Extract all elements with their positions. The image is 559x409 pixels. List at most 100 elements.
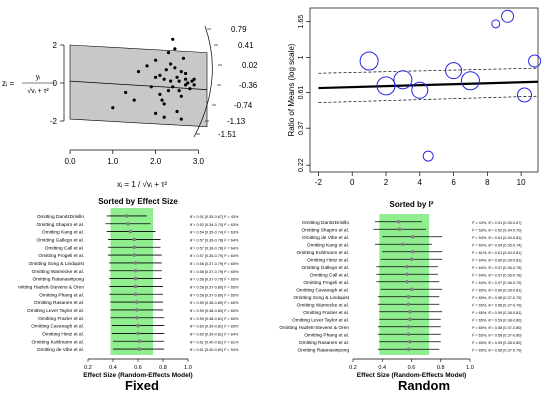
estimate-point bbox=[400, 242, 405, 247]
bubble-plot: 0.22 0.37 0.61 1 1.65 -2 0 2 4 6 8 10 Ratio of Means… bbox=[287, 7, 542, 187]
x-tick-label: 1.0 bbox=[107, 157, 119, 166]
study-label: Omitting Warnecke et al. bbox=[32, 269, 84, 275]
study-label: Omitting Hintz et al. bbox=[307, 257, 349, 263]
bubble-point bbox=[445, 62, 463, 80]
data-point bbox=[175, 109, 179, 114]
arc-tick-label: 0.02 bbox=[242, 61, 258, 70]
estimate-text: I² = 43%, θ̂ = 0.51 [0.35-0.67] bbox=[472, 221, 521, 225]
arc-tick-label: -0.36 bbox=[239, 81, 258, 90]
estimate-text: θ̂ = 0.59 [0.38-0.81] I² = 65% bbox=[190, 317, 239, 321]
y-axis-label-denominator: √vᵢ + τ² bbox=[27, 87, 49, 95]
estimate-point bbox=[133, 268, 138, 273]
estimate-text: θ̂ = 0.59 [0.38-0.80] I² = 65% bbox=[190, 301, 239, 305]
estimate-point bbox=[406, 332, 411, 337]
estimate-point bbox=[406, 294, 411, 299]
bubble-point bbox=[460, 71, 480, 91]
study-label: Omitting Kuhlmann et al. bbox=[31, 339, 84, 345]
x-axis-label: xᵢ = 1 / √vᵢ + τ² bbox=[117, 180, 167, 189]
x-tick-label: 10 bbox=[517, 178, 526, 187]
x-tick-label: 0.0 bbox=[64, 157, 76, 166]
study-label: Omitting Hazlett-Stevens & Oren bbox=[279, 325, 349, 331]
estimate-text: θ̂ = 0.57 [0.36-0.78] I² = 64% bbox=[190, 246, 239, 250]
x-tick-label: 8 bbox=[485, 178, 490, 187]
data-point bbox=[175, 75, 179, 79]
forest-title: Sorted by Effect Size bbox=[98, 197, 178, 206]
study-label: Omitting Hintz et al. bbox=[42, 331, 84, 337]
estimate-text: θ̂ = 0.52 [0.34-0.70] I² = 63% bbox=[190, 223, 239, 227]
data-point bbox=[162, 77, 166, 81]
bubble-point bbox=[422, 150, 434, 162]
x-tick-label: 0.2 bbox=[84, 365, 92, 371]
estimate-text: θ̂ = 0.54 [0.35-0.74] I² = 63% bbox=[190, 231, 239, 235]
data-point bbox=[179, 117, 183, 121]
study-label: Omitting Call et al. bbox=[45, 245, 84, 251]
x-tick-label: 1.0 bbox=[466, 365, 474, 371]
data-point bbox=[145, 64, 149, 68]
data-point bbox=[149, 85, 153, 89]
estimate-text: θ̂ = 0.60 [0.39-0.81] I² = 65% bbox=[190, 325, 239, 329]
arc-tick-label: -0.74 bbox=[234, 101, 253, 110]
radial-arc bbox=[193, 25, 213, 138]
estimate-text: θ̂ = 0.51 [0.35-0.67] I² = 43% bbox=[190, 215, 239, 219]
caption-fixed: Fixed bbox=[125, 378, 159, 393]
estimate-text: θ̂ = 0.61 [0.40-0.81] I² = 61% bbox=[190, 340, 239, 344]
data-point bbox=[177, 89, 181, 93]
estimate-point bbox=[409, 287, 414, 292]
y-tick-label: 0 bbox=[53, 79, 58, 88]
x-tick-label: 3.0 bbox=[193, 157, 205, 166]
estimate-text: I² = 64%, θ̂ = 0.60 [0.39-0.81] bbox=[472, 258, 521, 262]
study-label: Omitting Cavanagh et al. bbox=[31, 324, 84, 330]
estimate-point bbox=[133, 276, 138, 281]
bubble-point bbox=[411, 81, 429, 99]
effect-band bbox=[110, 208, 153, 355]
arc-tick-label: -1.51 bbox=[218, 130, 237, 139]
data-point bbox=[166, 51, 171, 55]
forest-plot-random: Sorted by I² Omitting DanitzDrisillo I² = … bbox=[279, 200, 521, 379]
y-tick-label: 1 bbox=[298, 55, 305, 59]
study-label: Omitting Phang et al. bbox=[39, 292, 84, 298]
study-label: Omitting Kuhlmann et al. bbox=[296, 250, 349, 256]
estimate-point bbox=[405, 272, 409, 277]
data-point bbox=[160, 98, 164, 102]
study-label: mitting Hazlett-Stevens & Oren bbox=[18, 284, 84, 290]
data-point bbox=[132, 98, 136, 102]
estimate-point bbox=[408, 339, 412, 344]
estimate-point bbox=[128, 229, 133, 234]
estimate-text: I² = 65%, θ̂ = 0.59 [0.38-0.80] bbox=[472, 341, 521, 345]
data-point bbox=[177, 79, 181, 83]
estimate-point bbox=[396, 219, 401, 224]
estimate-point bbox=[411, 249, 415, 254]
data-point bbox=[171, 85, 175, 89]
study-label: Omitting DanitzDrisillo bbox=[302, 220, 350, 226]
data-point bbox=[136, 70, 141, 74]
estimate-point bbox=[406, 324, 411, 329]
study-label: Omitting Call et al. bbox=[310, 272, 349, 278]
study-label: Omitting Cavanagh et al. bbox=[296, 287, 349, 293]
study-label: Omitting Song & Lindquist bbox=[29, 261, 85, 267]
x-tick-label: 0.6 bbox=[134, 365, 142, 371]
estimate-text: θ̂ = 0.57 [0.36-0.79] I² = 64% bbox=[190, 254, 239, 258]
data-point bbox=[169, 62, 173, 66]
data-point bbox=[158, 92, 162, 96]
estimate-text: θ̂ = 0.58 [0.37-0.79] I² = 65% bbox=[190, 262, 239, 266]
forest-title: Sorted by I² bbox=[389, 200, 433, 209]
y-axis-label-prefix: zᵢ = bbox=[2, 79, 14, 88]
data-point bbox=[181, 56, 186, 60]
study-label: Omitting de Vibe et al. bbox=[302, 235, 349, 241]
study-label: Omitting Ratanasiripong bbox=[298, 347, 350, 353]
study-label: Omitting Shapiro et al. bbox=[37, 222, 84, 228]
x-tick-label: 0 bbox=[350, 178, 355, 187]
study-label: Omitting Gallego et al. bbox=[37, 237, 84, 243]
estimate-text: θ̂ = 0.57 [0.36-0.78] I² = 64% bbox=[190, 238, 239, 242]
estimate-point bbox=[406, 347, 411, 352]
arc-tick-label: 0.41 bbox=[238, 41, 254, 50]
data-point bbox=[188, 87, 192, 91]
x-tick-label: 2.0 bbox=[150, 157, 162, 166]
x-tick-label: 0.4 bbox=[109, 365, 117, 371]
estimate-point bbox=[409, 257, 414, 262]
data-point bbox=[173, 66, 177, 70]
study-label: Omitting Ratanasiripong bbox=[33, 277, 85, 283]
data-point bbox=[154, 75, 158, 79]
estimate-point bbox=[134, 315, 139, 320]
